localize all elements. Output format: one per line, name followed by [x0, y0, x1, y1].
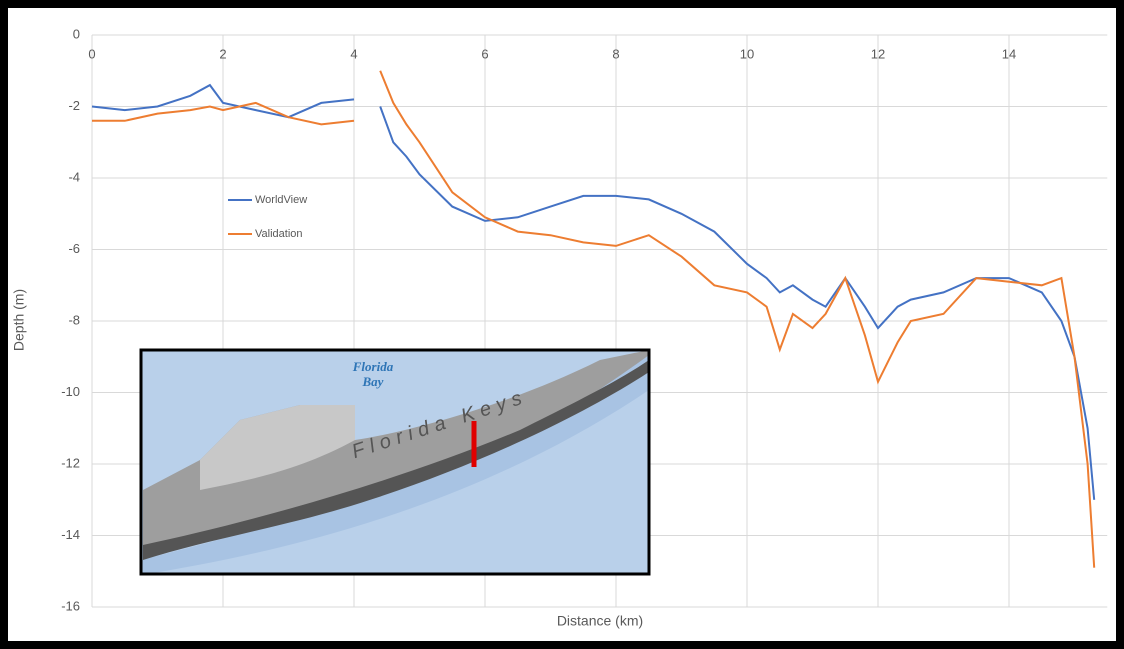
y-tick-label: -2 [68, 98, 80, 113]
y-tick-label: 0 [73, 26, 80, 41]
legend-label: WorldView [255, 194, 307, 206]
y-axis-title: Depth (m) [11, 289, 27, 351]
y-tick-label: -16 [61, 598, 80, 613]
x-tick-label: 2 [219, 46, 226, 61]
y-tick-label: -12 [61, 455, 80, 470]
y-tick-label: -4 [68, 169, 80, 184]
y-tick-label: -6 [68, 241, 80, 256]
x-tick-label: 14 [1002, 46, 1016, 61]
x-tick-label: 10 [740, 46, 754, 61]
x-tick-label: 6 [481, 46, 488, 61]
legend-label: Validation [255, 228, 303, 240]
x-tick-label: 4 [350, 46, 357, 61]
page: 0 -2 -4 -6 -8 -10 -12 -14 -16 0 2 4 6 8 10 12 14 WorldVi… [0, 0, 1124, 649]
y-tick-label: -14 [61, 527, 80, 542]
y-tick-label: -10 [61, 384, 80, 399]
x-tick-label: 0 [88, 46, 95, 61]
chart: 0 -2 -4 -6 -8 -10 -12 -14 -16 0 2 4 6 8 10 12 14 WorldVi… [0, 0, 1124, 649]
x-axis-title: Distance (km) [557, 613, 643, 629]
x-tick-label: 12 [871, 46, 885, 61]
y-tick-label: -8 [68, 312, 80, 327]
x-tick-label: 8 [612, 46, 619, 61]
